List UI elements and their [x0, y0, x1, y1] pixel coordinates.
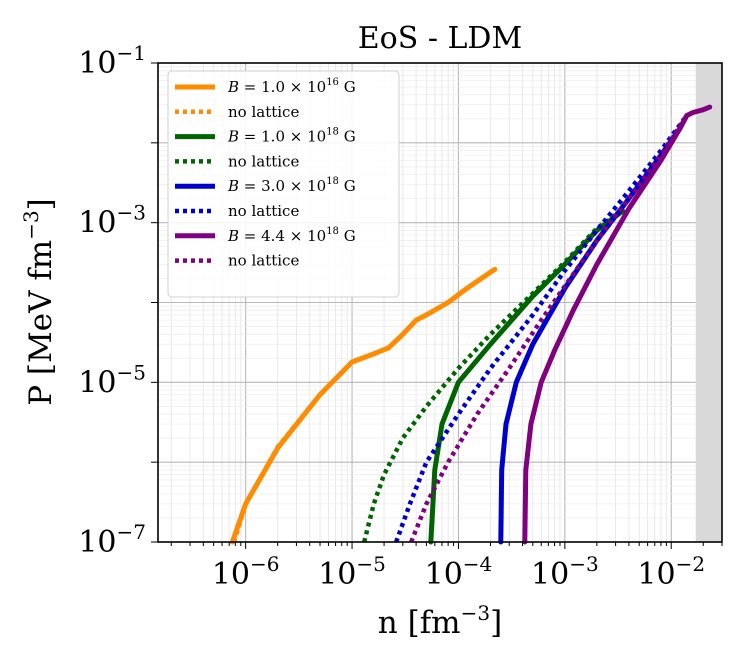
legend-entry-label: no lattice: [228, 202, 299, 220]
y-tick-label: 10−1: [78, 41, 146, 81]
y-axis-label: P [MeV fm−3]: [19, 198, 59, 406]
legend-entry-label: B = 3.0 × 1018 G: [227, 176, 356, 195]
series-line-6-no-lattice: [394, 114, 689, 543]
y-tick-label: 10−3: [78, 201, 146, 241]
x-tick-label: 10−2: [637, 552, 705, 592]
legend-box: [167, 70, 400, 298]
series-line-4-no-lattice: [362, 207, 625, 543]
y-tick-label: 10−5: [78, 360, 146, 400]
legend-entry-label: B = 1.0 × 1016 G: [227, 77, 356, 96]
plot-frame: [157, 62, 723, 543]
legend-entry-label: no lattice: [228, 252, 299, 270]
shaded-region: [695, 63, 722, 542]
series-layer: [229, 104, 713, 545]
x-tick-label: 10−6: [212, 552, 280, 592]
y-tick-label: 10−7: [78, 520, 146, 560]
chart-title: EoS - LDM: [358, 21, 522, 56]
legend-entry-label: B = 1.0 × 1018 G: [227, 127, 356, 146]
x-tick-label: 10−4: [425, 552, 493, 592]
series-line-2-no-lattice: [232, 267, 497, 543]
legend-entry-label: no lattice: [228, 152, 299, 170]
x-tick-label: 10−3: [531, 552, 599, 592]
legend-entry-label: B = 4.4 × 1018 G: [227, 226, 356, 245]
legend: B = 1.0 × 1016 G no lattice B = 1.0 × 1018…: [167, 70, 400, 298]
x-tick-label: 10−5: [318, 552, 386, 592]
series-line-3: [428, 208, 626, 545]
legend-entry-label: no lattice: [228, 103, 299, 121]
x-axis-ticks: 10−6 10−5 10−4 10−3 10−2: [170, 542, 723, 592]
series-line-8-no-lattice: [409, 114, 689, 543]
x-axis-label: n [fm−3]: [378, 601, 502, 641]
series-line-7: [522, 104, 713, 545]
y-axis-ticks: 10−7 10−5 10−3 10−1: [78, 41, 158, 560]
series-line-5: [498, 113, 690, 545]
